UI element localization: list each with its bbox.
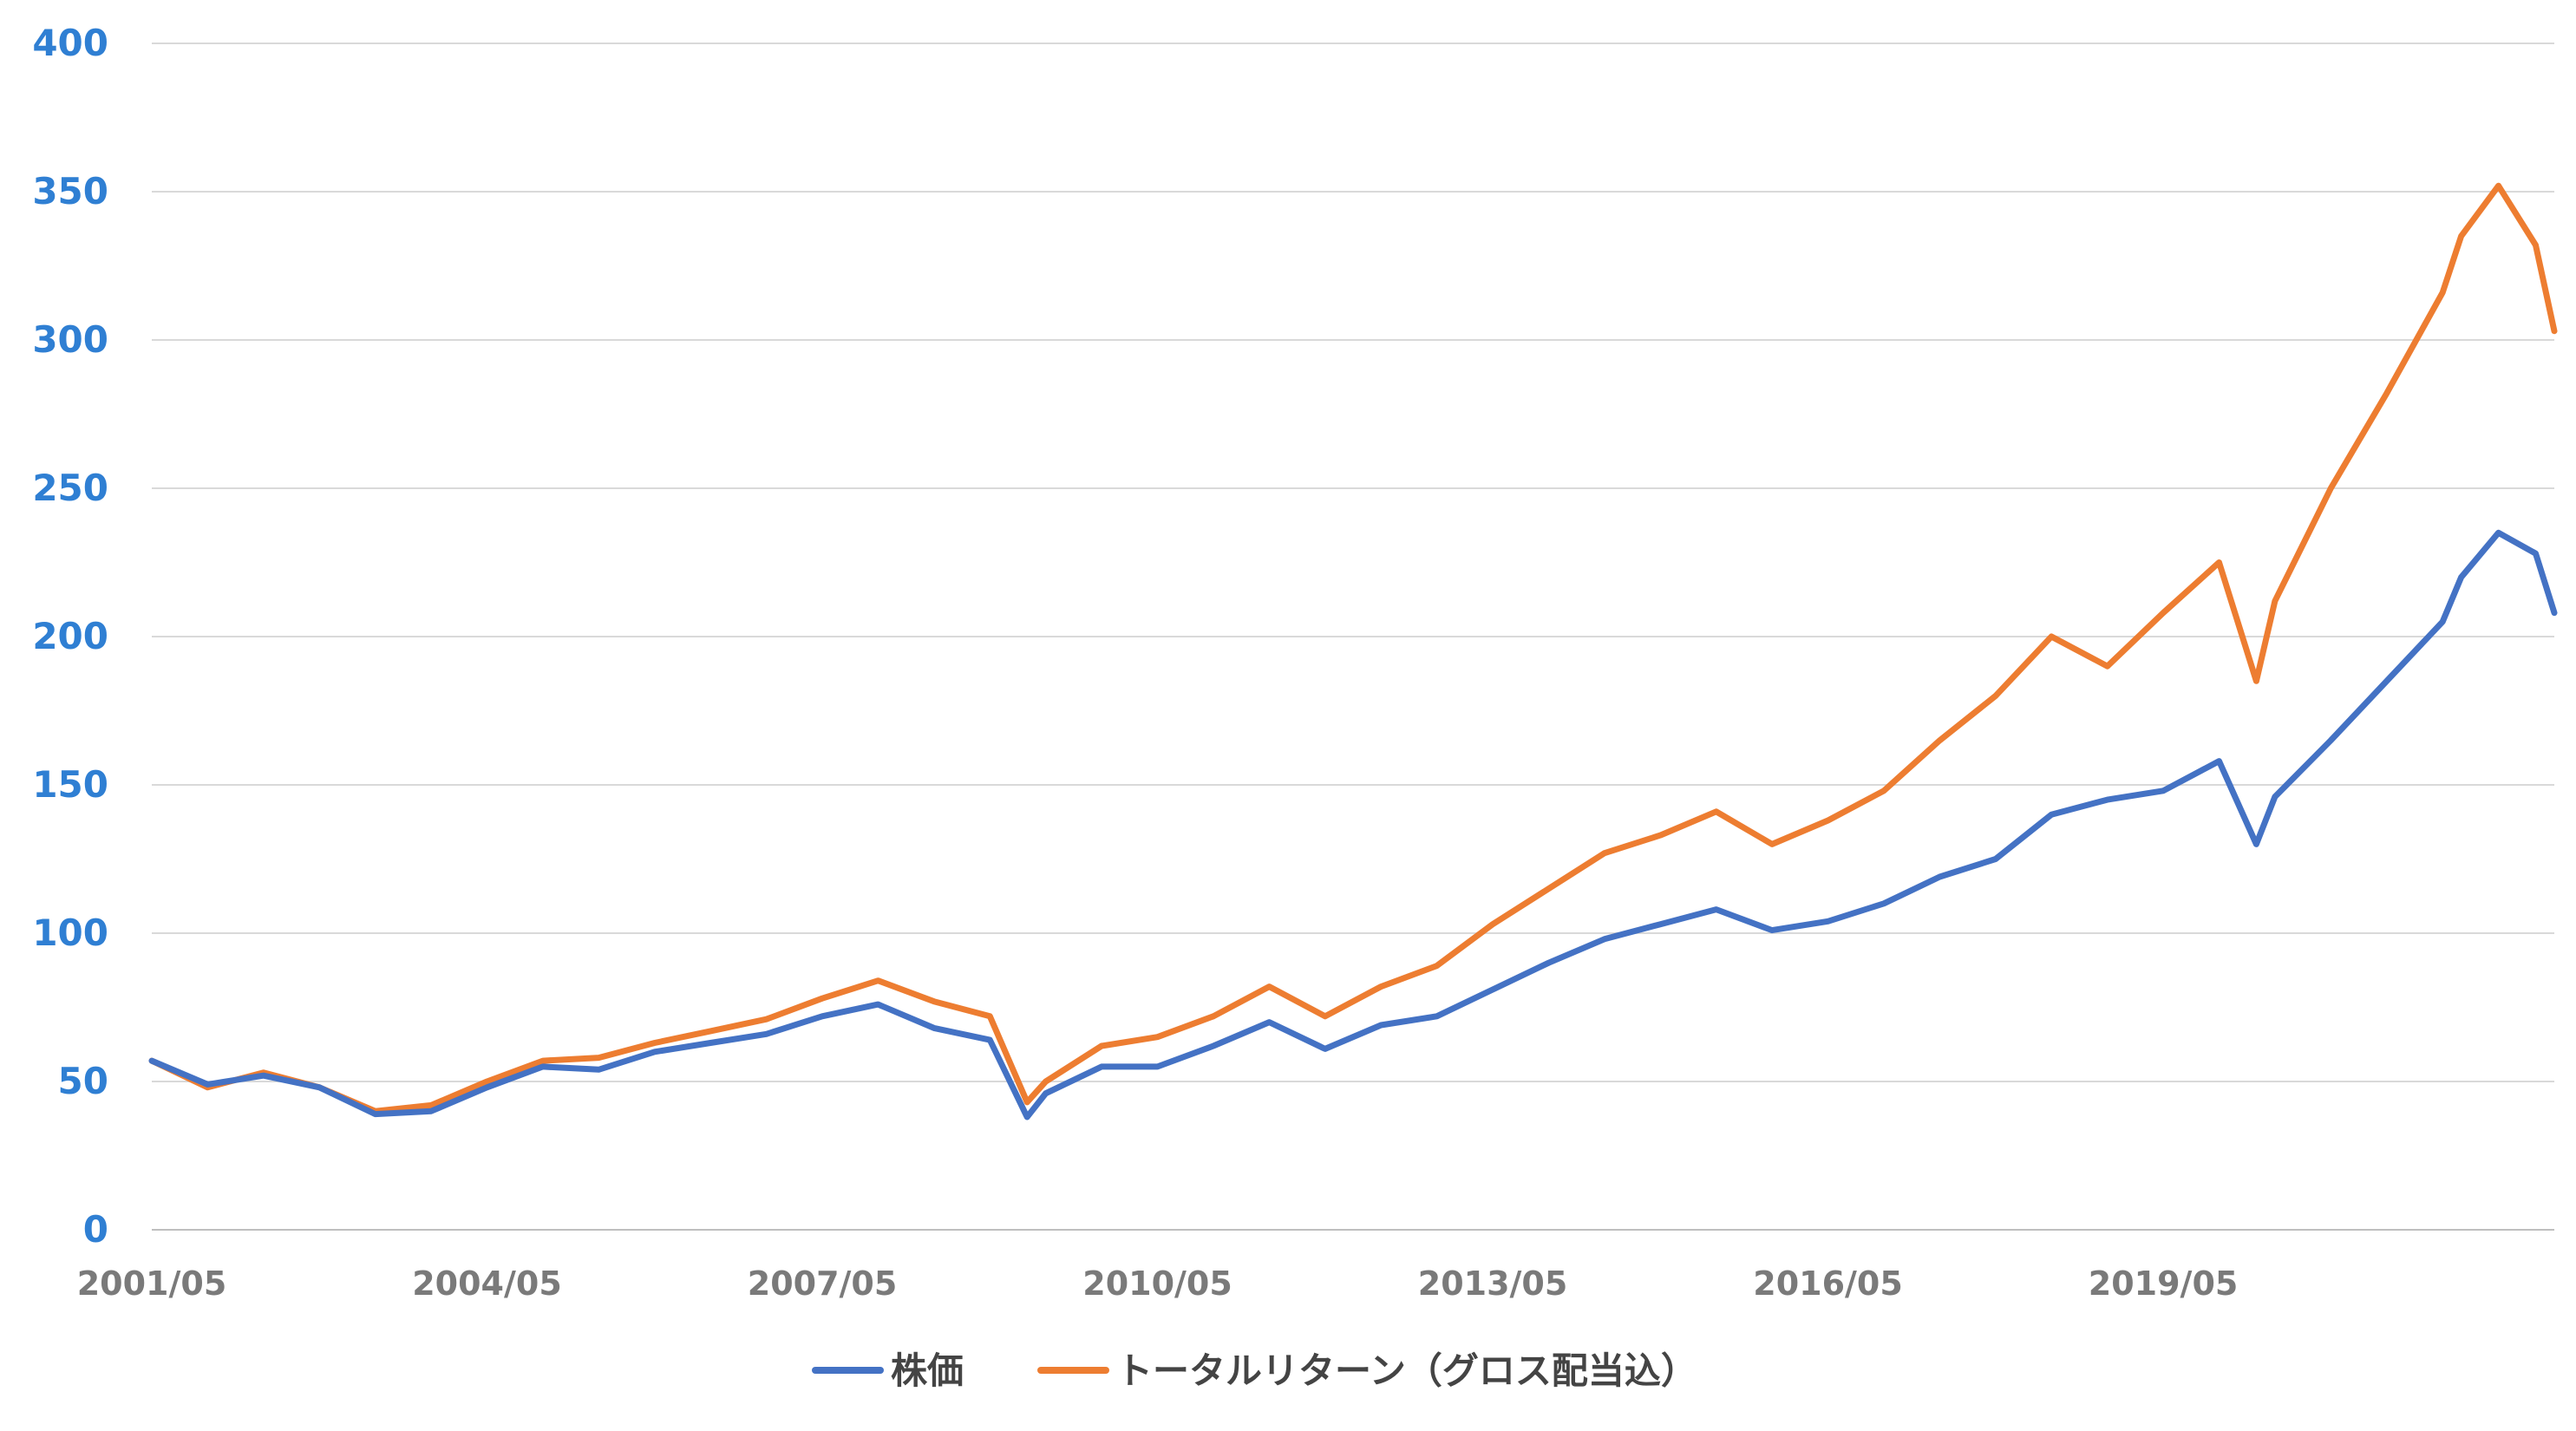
y-tick-label: 300	[32, 318, 108, 361]
x-tick-label: 2010/05	[1082, 1264, 1232, 1303]
x-tick-label: 2007/05	[748, 1264, 898, 1303]
x-tick-label: 2001/05	[77, 1264, 227, 1303]
y-tick-label: 0	[83, 1208, 108, 1251]
series-lines	[148, 182, 2558, 1121]
legend-label-1: トータルリターン（グロス配当込）	[1116, 1349, 1697, 1392]
x-tick-label: 2016/05	[1753, 1264, 1903, 1303]
y-tick-label: 50	[58, 1060, 108, 1102]
y-axis-ticks: 0 50 100 150 200 250 300 350 400	[32, 22, 108, 1251]
x-tick-label: 2013/05	[1418, 1264, 1568, 1303]
y-tick-label: 350	[32, 170, 108, 212]
series-line-0	[148, 529, 2558, 1121]
gridlines	[152, 42, 2554, 1231]
y-tick-label: 200	[32, 615, 108, 657]
x-tick-label: 2004/05	[412, 1264, 562, 1303]
y-tick-label: 400	[32, 22, 108, 64]
y-tick-label: 150	[32, 763, 108, 806]
y-tick-label: 100	[32, 912, 108, 954]
legend-label-0: 株価	[891, 1349, 964, 1392]
x-tick-label: 2019/05	[2089, 1264, 2239, 1303]
y-tick-label: 250	[32, 467, 108, 509]
series-line-1	[148, 182, 2558, 1114]
legend: 株価 トータルリターン（グロス配当込）	[812, 1349, 1697, 1392]
x-axis-ticks: 2001/05 2004/05 2007/05 2010/05 2013/05 2016/…	[77, 1264, 2239, 1303]
